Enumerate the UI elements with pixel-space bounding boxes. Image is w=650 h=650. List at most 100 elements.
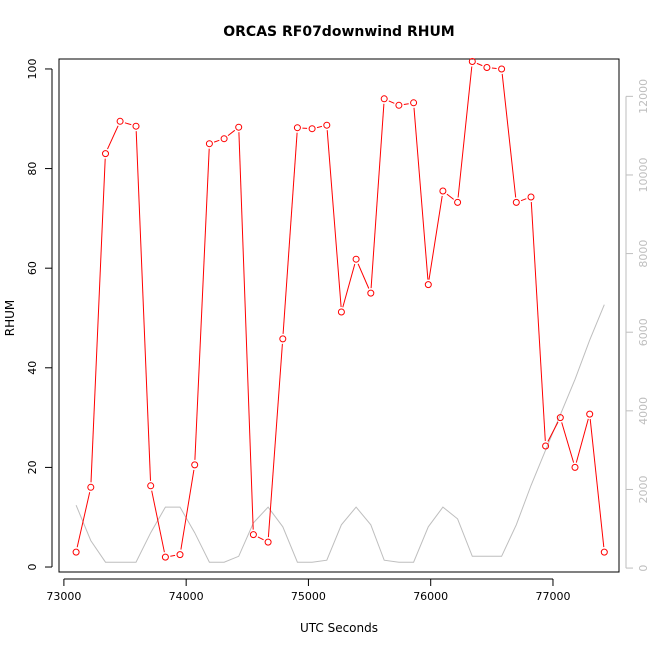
rhum-line-segment xyxy=(413,107,429,280)
rhum-line-segment xyxy=(589,419,605,548)
rhum-point xyxy=(512,198,520,206)
rhum-point xyxy=(116,117,124,125)
rhum-point xyxy=(586,410,594,418)
rhum-line-segment xyxy=(213,139,220,143)
rhum-point xyxy=(337,308,345,316)
rhum-line-segment xyxy=(238,132,254,530)
rhum-point xyxy=(102,150,109,158)
rhum-point xyxy=(147,482,155,490)
rhum-line-segment xyxy=(316,125,323,129)
rhum-line-segment xyxy=(446,193,455,200)
rhum-point xyxy=(498,65,506,73)
rhum-point xyxy=(410,99,418,107)
rhum-line-segment xyxy=(476,62,483,67)
rhum-point xyxy=(220,135,228,143)
rhum-point xyxy=(308,125,316,133)
y2-tick-label: 6000 xyxy=(637,318,650,346)
rhum-line-segment xyxy=(227,129,236,136)
x-tick-label: 76000 xyxy=(413,590,448,603)
y-axis-left: 0 20 40 60 80 100 xyxy=(26,58,53,571)
y2-tick-label: 10000 xyxy=(637,157,650,192)
rhum-point xyxy=(556,414,564,422)
y-tick-label: 60 xyxy=(26,261,39,275)
y-tick-label: 40 xyxy=(26,361,39,375)
rhum-point xyxy=(454,198,462,206)
rhum-line-segment xyxy=(151,490,165,553)
chart-title: ORCAS RF07downwind RHUM xyxy=(223,24,455,40)
rhum-line-segment xyxy=(267,343,283,538)
rhum-point xyxy=(367,289,375,297)
rhum-line-segment xyxy=(457,66,473,198)
rhum-point xyxy=(264,538,272,546)
rhum-line-segment xyxy=(326,130,342,308)
rhum-line-segment xyxy=(135,131,151,481)
rhum-line-segment xyxy=(520,198,527,202)
rhum-point xyxy=(191,461,199,469)
y2-tick-label: 8000 xyxy=(637,240,650,268)
rhum-point xyxy=(72,548,80,556)
rhum-line-segment xyxy=(428,195,443,280)
rhum-line-segment xyxy=(370,103,385,289)
y-axis-label: RHUM xyxy=(3,300,17,337)
rhum-point xyxy=(439,187,447,195)
rhum-series-layer xyxy=(72,58,608,561)
rhum-point xyxy=(323,121,331,129)
y2-tick-label: 12000 xyxy=(637,79,650,114)
rhum-line-segment xyxy=(107,125,119,150)
rhum-line-segment xyxy=(124,122,132,126)
y2-tick-label: 2000 xyxy=(637,475,650,503)
rhum-point xyxy=(571,463,579,471)
rhum-point xyxy=(424,281,432,289)
rhum-line-segment xyxy=(342,263,356,308)
x-tick-label: 73000 xyxy=(46,590,81,603)
rhum-line-segment xyxy=(76,492,91,548)
rhum-line-segment xyxy=(194,148,210,460)
rhum-line-segment xyxy=(180,469,195,550)
secondary-series-line xyxy=(75,304,605,563)
rhum-point xyxy=(279,335,287,343)
rhum-point xyxy=(468,58,476,65)
y2-tick-label: 0 xyxy=(637,565,650,572)
rhum-point xyxy=(176,551,184,559)
x-tick-label: 77000 xyxy=(535,590,570,603)
x-tick-label: 75000 xyxy=(291,590,326,603)
rhum-line-segment xyxy=(257,536,264,541)
secondary-series-layer xyxy=(75,304,605,563)
rhum-point xyxy=(542,442,550,450)
plot-frame xyxy=(58,58,620,573)
rhum-point xyxy=(527,193,535,201)
x-axis: 73000 74000 75000 76000 77000 xyxy=(46,578,570,603)
rhum-point xyxy=(483,64,491,71)
rhum-line-segment xyxy=(357,263,370,289)
rhum-line-segment xyxy=(388,100,395,104)
rhum-line-segment xyxy=(170,554,176,557)
x-axis-label: UTC Seconds xyxy=(300,621,378,635)
y-tick-label: 80 xyxy=(26,162,39,176)
rhum-line-segment xyxy=(501,73,517,198)
rhum-line-segment xyxy=(491,67,497,69)
rhum-line-segment xyxy=(561,422,575,463)
x-tick-label: 74000 xyxy=(169,590,204,603)
rhum-line-segment xyxy=(90,158,106,483)
rhum-line-segment xyxy=(282,132,298,334)
y-tick-label: 0 xyxy=(26,564,39,571)
y-tick-label: 20 xyxy=(26,460,39,474)
rhum-point xyxy=(161,553,169,561)
rhum-point xyxy=(132,122,140,130)
rhum-point xyxy=(249,531,257,539)
rhum-point xyxy=(87,483,95,491)
y-axis-right: 0 2000 4000 6000 8000 10000 12000 xyxy=(625,79,650,572)
rhum-point xyxy=(600,548,608,556)
rhum-point xyxy=(235,123,243,131)
rhum-line-segment xyxy=(530,201,546,442)
rhum-point xyxy=(205,140,213,148)
rhum-point xyxy=(380,95,388,103)
y-tick-label: 100 xyxy=(26,58,39,79)
rhum-line-segment xyxy=(403,103,409,105)
rhum-point xyxy=(395,101,403,109)
rhum-line-segment xyxy=(575,418,589,463)
y2-tick-label: 4000 xyxy=(637,397,650,425)
rhum-point xyxy=(293,124,301,132)
